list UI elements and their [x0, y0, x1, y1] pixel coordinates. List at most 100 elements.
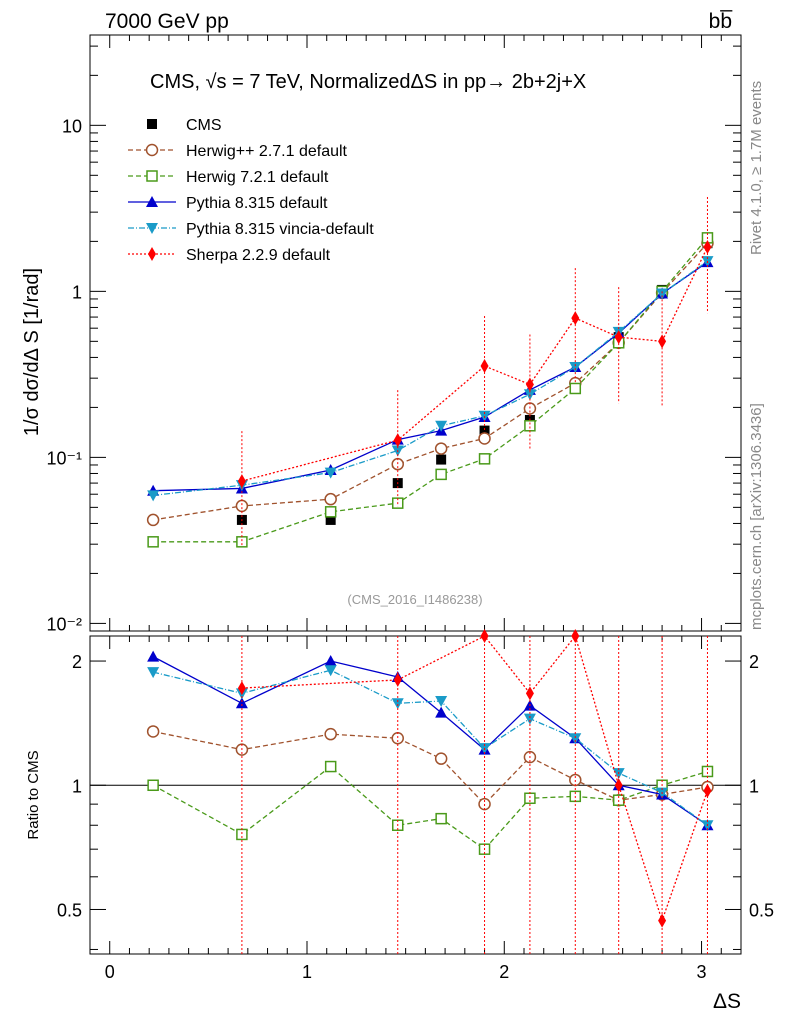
legend-label-cms: CMS [186, 117, 222, 134]
herwig-2-7-1-default-ratio-point [391, 731, 404, 745]
pythia-8-315-default-ratio-point [324, 655, 337, 667]
herwig-2-7-1-default-ratio-line [152, 730, 708, 806]
ratio-tick-label-right: 2 [749, 652, 759, 672]
legend-label-pythia-8-315-default: Pythia 8.315 default [186, 195, 328, 212]
legend: CMS Herwig++ 2.7.1 default Herwig 7.2.1 de… [128, 117, 374, 264]
herwig-7-2-1-default-ratio-point [435, 812, 447, 825]
pythia-8-315-default-ratio-point [147, 650, 160, 662]
pythia-8-315-default-line [153, 261, 708, 492]
y-axis-label: 1/σ dσ/dΔ S [1/rad] [21, 268, 43, 436]
pythia-8-315-vincia-default-ratio-point [523, 713, 536, 725]
pythia-8-315-vincia-default-ratio-point [569, 733, 582, 745]
y-tick-label: 10⁻¹ [46, 448, 82, 468]
sherpa-2-2-9-default-ratio-point [525, 686, 534, 701]
header-right-label: bb̅ [709, 10, 734, 33]
legend-label-herwig-7-2-1-default: Herwig 7.2.1 default [186, 169, 329, 186]
ratio-frame [89, 635, 742, 955]
analysis-tag: (CMS_2016_I1486238) [347, 592, 482, 607]
herwig-2-7-1-default-point [324, 492, 337, 506]
pythia-8-315-vincia-default-ratio-point [147, 667, 160, 679]
sherpa-2-2-9-default-line [241, 246, 709, 482]
herwig-7-2-1-default-point [524, 420, 536, 432]
legend-marker-cms [147, 119, 157, 129]
legend-marker-herwig-2-7-1-default [145, 143, 159, 157]
pythia-8-315-vincia-default-point [656, 288, 669, 300]
pythia-8-315-vincia-default-line [153, 260, 708, 497]
y-tick-label: 1 [72, 282, 82, 302]
y-tick-label: 10⁻² [46, 614, 82, 634]
x-tick-label: 2 [499, 962, 509, 982]
mcplots-label: mcplots.cern.ch [arXiv:1306.3436] [748, 403, 765, 630]
x-tick-label: 1 [302, 962, 312, 982]
herwig-2-7-1-default-ratio-point [434, 752, 448, 765]
legend-marker-pythia-8-315-vincia-default [146, 223, 158, 234]
herwig-2-7-1-default-point [434, 442, 448, 455]
sherpa-2-2-9-default-point [658, 334, 667, 349]
herwig-7-2-1-default-point [236, 536, 248, 548]
x-tick-label: 0 [105, 962, 115, 982]
sherpa-2-2-9-default-point [614, 330, 623, 345]
pythia-8-315-vincia-default-point [324, 467, 337, 479]
y-tick-label: 10 [62, 116, 82, 136]
main-frame [89, 34, 742, 632]
ratio-y-axis-label: Ratio to CMS [25, 750, 42, 839]
herwig-7-2-1-default-point [147, 536, 159, 548]
ratio-tick-label-left: 0.5 [57, 900, 82, 920]
rivet-label: Rivet 4.1.0, ≥ 1.7M events [748, 81, 765, 255]
pythia-8-315-vincia-default-point [569, 362, 582, 374]
legend-marker-sherpa-2-2-9-default [148, 247, 156, 261]
sherpa-2-2-9-default-ratio-point [658, 913, 667, 928]
herwig-7-2-1-default-line [153, 237, 708, 543]
legend-marker-herwig-7-2-1-default [146, 170, 158, 182]
herwig-7-2-1-default-point [478, 453, 491, 465]
ratio-tick-label-left: 2 [72, 652, 82, 672]
herwig-7-2-1-default-point [435, 468, 447, 481]
legend-label-herwig-2-7-1-default: Herwig++ 2.7.1 default [186, 143, 348, 160]
cms-point [325, 514, 336, 525]
herwig-2-7-1-default-ratio-point [146, 725, 160, 738]
herwig-2-7-1-default-line [153, 242, 708, 521]
axis-ticks: 0 1 2 3 10⁻² 10⁻¹ 1 10 0.5 0.5 1 1 2 2 [46, 35, 774, 982]
pythia-8-315-vincia-default-point [435, 420, 448, 432]
sherpa-2-2-9-default-ratio-point [480, 629, 489, 643]
herwig-7-2-1-default-ratio-point [324, 760, 337, 773]
herwig-2-7-1-default-point [146, 513, 160, 527]
herwig-2-7-1-default-ratio-point [324, 727, 337, 741]
pythia-8-315-vincia-default-ratio-point [324, 665, 337, 677]
ratio-tick-label-right: 1 [749, 776, 759, 796]
sherpa-2-2-9-default-ratio-point [237, 681, 246, 696]
sherpa-2-2-9-default-point [525, 377, 534, 392]
sherpa-2-2-9-default-ratio-point [571, 629, 580, 643]
legend-label-sherpa-2-2-9-default: Sherpa 2.2.9 default [186, 247, 331, 264]
x-axis-label: ΔS [713, 990, 741, 1013]
herwig-7-2-1-default-ratio-point [701, 765, 714, 778]
pythia-8-315-vincia-default-point [147, 490, 160, 502]
header-left-label: 7000 GeV pp [105, 10, 229, 33]
sherpa-2-2-9-default-point [237, 474, 246, 489]
pythia-8-315-default-ratio-point [435, 706, 448, 718]
herwig-7-2-1-default-ratio-line [152, 765, 708, 851]
chart-title: CMS, √s = 7 TeV, NormalizedΔS in pp→ 2b+… [150, 71, 586, 93]
x-tick-label: 3 [697, 962, 707, 982]
sherpa-2-2-9-default-point [393, 433, 402, 448]
herwig-7-2-1-default-ratio-point [147, 779, 159, 792]
herwig-7-2-1-default-point [569, 382, 582, 395]
herwig-2-7-1-default-point [478, 432, 491, 445]
pythia-8-315-default-ratio-point [235, 697, 248, 709]
sherpa-2-2-9-default-ratio-point [614, 778, 623, 793]
pythia-8-315-vincia-default-ratio-point [391, 698, 404, 710]
ratio-tick-label-left: 1 [72, 776, 82, 796]
pythia-8-315-vincia-default-ratio-point [435, 696, 448, 708]
sherpa-2-2-9-default-point [571, 311, 580, 326]
sherpa-2-2-9-default-ratio-point [703, 783, 712, 798]
data-marks [146, 197, 714, 954]
sherpa-2-2-9-default-ratio-point [393, 672, 402, 687]
sherpa-2-2-9-default-ratio-line [241, 634, 709, 923]
sherpa-2-2-9-default-point [703, 239, 712, 254]
legend-label-pythia-8-315-vincia-default: Pythia 8.315 vincia-default [186, 221, 374, 238]
cms-point [479, 425, 490, 436]
legend-marker-pythia-8-315-default [146, 196, 158, 207]
sherpa-2-2-9-default-point [480, 359, 489, 374]
ratio-tick-label-right: 0.5 [749, 900, 774, 920]
